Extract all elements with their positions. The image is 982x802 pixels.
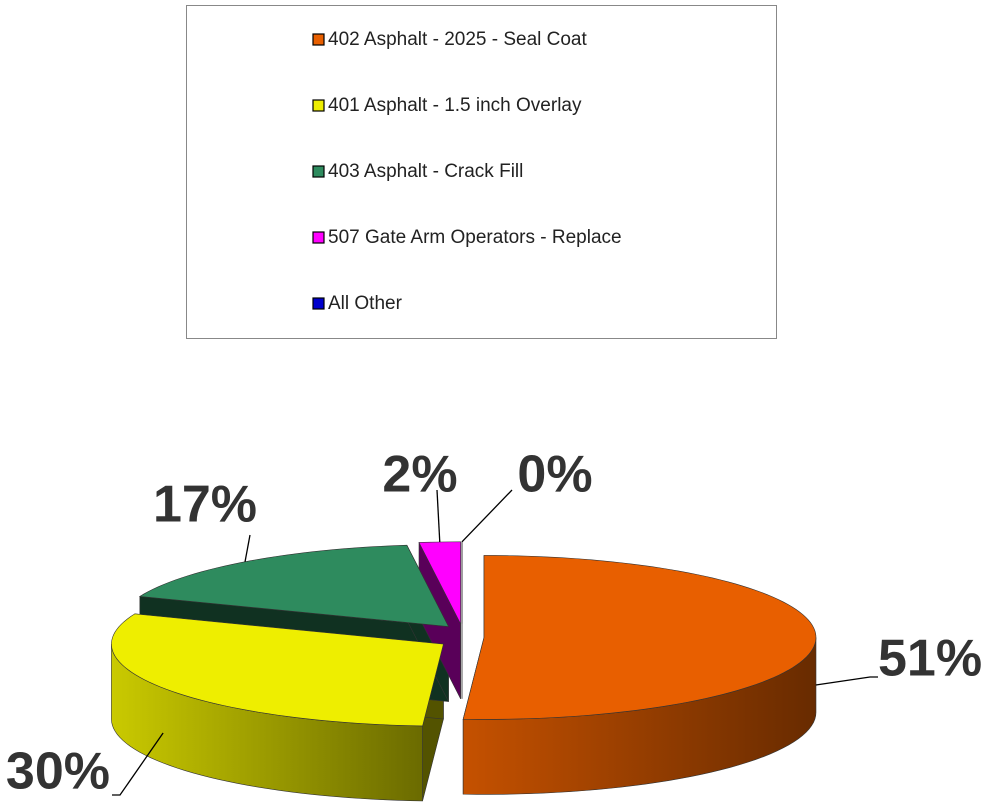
- slice-top: [138, 544, 450, 627]
- legend-box: [186, 5, 777, 339]
- data-label: 17%: [153, 476, 257, 534]
- legend-label: 402 Asphalt - 2025 - Seal Coat: [328, 29, 588, 50]
- legend-label: 403 Asphalt - Crack Fill: [328, 161, 523, 182]
- legend-swatch: [312, 231, 325, 244]
- leader-line: [815, 676, 878, 686]
- legend-swatch: [312, 297, 325, 310]
- leader-line: [436, 489, 441, 543]
- legend-swatch: [312, 165, 325, 178]
- data-label: 30%: [6, 743, 110, 801]
- legend-swatch: [312, 99, 325, 112]
- leader-line: [244, 534, 251, 562]
- data-label: 51%: [878, 630, 982, 688]
- legend-label: 401 Asphalt - 1.5 inch Overlay: [328, 95, 582, 116]
- data-label: 0%: [517, 446, 592, 504]
- legend-label: 507 Gate Arm Operators - Replace: [328, 227, 622, 248]
- leader-line: [461, 489, 513, 543]
- leader-line: [112, 732, 164, 796]
- slice-top: [462, 555, 817, 720]
- slice-top: [111, 613, 444, 727]
- slice-top: [418, 541, 461, 624]
- legend-swatch: [312, 33, 325, 46]
- data-label: 2%: [382, 446, 457, 504]
- legend-label: All Other: [328, 293, 403, 314]
